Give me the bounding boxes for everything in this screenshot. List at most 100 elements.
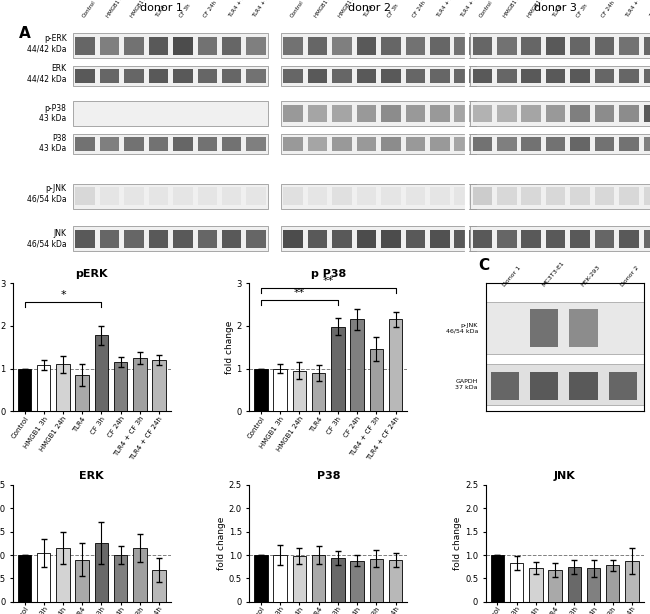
FancyBboxPatch shape (473, 37, 492, 55)
FancyBboxPatch shape (595, 105, 614, 122)
Text: p-P38
43 kDa: p-P38 43 kDa (40, 104, 66, 123)
FancyBboxPatch shape (470, 184, 650, 209)
FancyBboxPatch shape (570, 69, 590, 83)
FancyBboxPatch shape (173, 187, 192, 205)
FancyBboxPatch shape (454, 37, 474, 55)
FancyBboxPatch shape (99, 230, 120, 247)
FancyBboxPatch shape (357, 187, 376, 205)
FancyBboxPatch shape (497, 69, 517, 83)
FancyBboxPatch shape (595, 136, 614, 150)
FancyBboxPatch shape (595, 37, 614, 55)
FancyBboxPatch shape (332, 37, 352, 55)
FancyBboxPatch shape (381, 230, 400, 247)
Bar (350, 319, 364, 411)
Text: Donor 1: Donor 1 (502, 265, 521, 287)
FancyBboxPatch shape (124, 187, 144, 205)
FancyBboxPatch shape (619, 69, 639, 83)
FancyBboxPatch shape (357, 69, 376, 83)
FancyBboxPatch shape (73, 33, 268, 58)
FancyBboxPatch shape (570, 136, 590, 150)
FancyBboxPatch shape (406, 69, 425, 83)
FancyBboxPatch shape (546, 69, 566, 83)
FancyBboxPatch shape (332, 105, 352, 122)
FancyBboxPatch shape (198, 37, 217, 55)
Bar (18, 555, 31, 602)
Bar (133, 548, 147, 602)
FancyBboxPatch shape (73, 184, 268, 209)
Bar (350, 561, 364, 602)
Bar (606, 565, 619, 602)
FancyBboxPatch shape (357, 105, 376, 122)
FancyBboxPatch shape (470, 33, 650, 58)
Text: **: ** (294, 287, 305, 298)
FancyBboxPatch shape (491, 371, 519, 400)
FancyBboxPatch shape (454, 187, 474, 205)
FancyBboxPatch shape (619, 230, 639, 247)
Bar (95, 543, 108, 602)
FancyBboxPatch shape (644, 136, 650, 150)
FancyBboxPatch shape (454, 69, 474, 83)
FancyBboxPatch shape (570, 187, 590, 205)
Bar (529, 568, 543, 602)
FancyBboxPatch shape (609, 371, 637, 400)
FancyBboxPatch shape (644, 105, 650, 122)
FancyBboxPatch shape (308, 37, 328, 55)
FancyBboxPatch shape (332, 230, 352, 247)
FancyBboxPatch shape (430, 69, 450, 83)
FancyBboxPatch shape (246, 230, 266, 247)
FancyBboxPatch shape (99, 69, 120, 83)
FancyBboxPatch shape (454, 105, 474, 122)
Text: HMGB1 24h: HMGB1 24h (527, 0, 550, 18)
Bar (389, 319, 402, 411)
Text: JNK
46/54 kDa: JNK 46/54 kDa (27, 229, 66, 249)
Bar (152, 360, 166, 411)
Text: TLR4 + CF 3h: TLR4 + CF 3h (227, 0, 253, 18)
FancyBboxPatch shape (281, 134, 476, 154)
Bar (95, 335, 108, 411)
FancyBboxPatch shape (283, 105, 303, 122)
FancyBboxPatch shape (198, 230, 217, 247)
Bar (370, 559, 383, 602)
FancyBboxPatch shape (454, 136, 474, 150)
FancyBboxPatch shape (357, 136, 376, 150)
FancyBboxPatch shape (246, 136, 266, 150)
FancyBboxPatch shape (124, 69, 144, 83)
Bar (57, 548, 70, 602)
Bar (37, 365, 51, 411)
FancyBboxPatch shape (497, 105, 517, 122)
Text: Control: Control (289, 0, 304, 18)
FancyBboxPatch shape (470, 66, 650, 86)
FancyBboxPatch shape (149, 187, 168, 205)
FancyBboxPatch shape (406, 105, 425, 122)
Bar (133, 358, 147, 411)
Text: HEK-293: HEK-293 (580, 264, 601, 287)
FancyBboxPatch shape (454, 230, 474, 247)
Bar (292, 371, 306, 411)
Bar (331, 558, 345, 602)
FancyBboxPatch shape (73, 134, 268, 154)
FancyBboxPatch shape (595, 187, 614, 205)
FancyBboxPatch shape (281, 184, 476, 209)
Text: C: C (478, 258, 489, 273)
FancyBboxPatch shape (332, 69, 352, 83)
FancyBboxPatch shape (173, 136, 192, 150)
FancyBboxPatch shape (99, 136, 120, 150)
FancyBboxPatch shape (530, 371, 558, 400)
Text: *: * (60, 290, 66, 300)
Bar (331, 327, 345, 411)
FancyBboxPatch shape (644, 69, 650, 83)
FancyBboxPatch shape (283, 136, 303, 150)
FancyBboxPatch shape (281, 33, 476, 58)
FancyBboxPatch shape (569, 309, 598, 348)
FancyBboxPatch shape (470, 101, 650, 126)
FancyBboxPatch shape (530, 309, 558, 348)
Text: HMGB1 24h: HMGB1 24h (130, 0, 153, 18)
FancyBboxPatch shape (497, 187, 517, 205)
FancyBboxPatch shape (222, 230, 242, 247)
FancyBboxPatch shape (283, 187, 303, 205)
Text: TLR4: TLR4 (154, 4, 166, 18)
FancyBboxPatch shape (124, 230, 144, 247)
Text: HMGB1 3h: HMGB1 3h (313, 0, 334, 18)
FancyBboxPatch shape (406, 230, 425, 247)
FancyBboxPatch shape (381, 69, 400, 83)
